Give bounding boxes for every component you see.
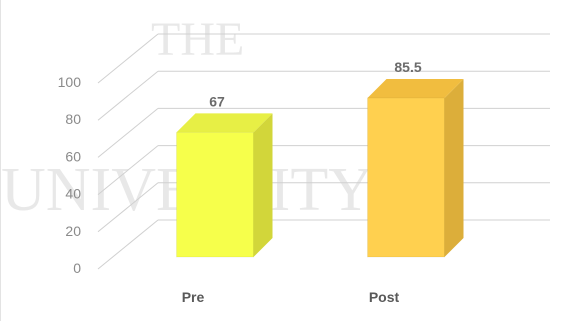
gridlines [97, 33, 550, 270]
labels: 67 Pre 85.5 Post [182, 59, 422, 305]
y-tick-label: 80 [65, 111, 81, 127]
y-tick-label: 20 [65, 223, 81, 239]
bar-post [367, 97, 445, 258]
x-tick-label-pre: Pre [182, 289, 205, 305]
y-tick-label: 0 [73, 260, 81, 276]
y-tick-label: 60 [65, 148, 81, 164]
bar-top-pre [176, 113, 273, 133]
bars [176, 78, 464, 258]
y-tick-label: 100 [58, 74, 82, 90]
data-label-pre: 67 [209, 93, 225, 109]
bar-top-post [367, 78, 464, 98]
watermark-line1: THE [151, 13, 244, 66]
bar-side-post [444, 78, 464, 257]
x-tick-label-post: Post [369, 289, 400, 305]
gridline-diagonal [97, 182, 159, 233]
gridline-diagonal [97, 70, 159, 121]
gridline-diagonal [97, 108, 159, 158]
bar-pre [176, 131, 254, 258]
gridline-diagonal [97, 219, 159, 270]
data-label-post: 85.5 [394, 59, 421, 75]
y-tick-label: 40 [65, 186, 81, 202]
bar-side-pre [253, 113, 273, 257]
y-axis-ticks: 0 20 40 60 80 100 [58, 74, 82, 276]
gridline-diagonal [97, 145, 159, 195]
gridline-diagonal [97, 33, 159, 84]
